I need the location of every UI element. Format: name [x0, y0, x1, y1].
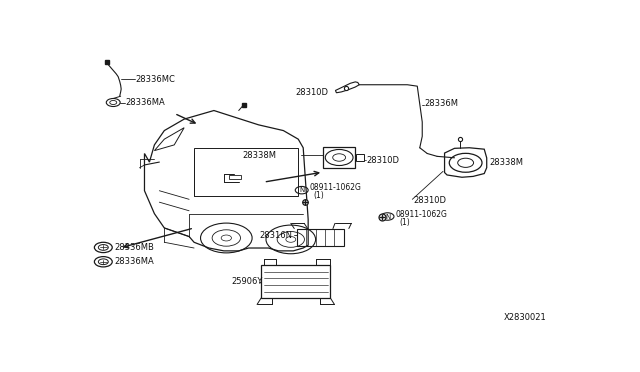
Text: (1): (1)	[399, 218, 410, 227]
Text: 28310D: 28310D	[366, 156, 399, 165]
Text: 28316N: 28316N	[260, 231, 292, 240]
Text: 28310D: 28310D	[413, 196, 446, 205]
Text: X2830021: X2830021	[504, 313, 547, 322]
Text: 28336MA: 28336MA	[115, 257, 154, 266]
Text: 08911-1062G: 08911-1062G	[310, 183, 362, 192]
Text: 28336MB: 28336MB	[115, 243, 155, 252]
Text: 28338M: 28338M	[489, 158, 524, 167]
Text: 28338M: 28338M	[242, 151, 276, 160]
Text: 28336MA: 28336MA	[125, 98, 165, 107]
Text: 28310D: 28310D	[295, 88, 328, 97]
Text: 08911-1062G: 08911-1062G	[396, 210, 447, 219]
Text: 28336MC: 28336MC	[135, 74, 175, 83]
Text: N: N	[299, 187, 305, 193]
Text: 25906Y: 25906Y	[231, 277, 262, 286]
Text: N: N	[385, 214, 390, 219]
Text: (1): (1)	[314, 191, 324, 201]
Text: 28336M: 28336M	[425, 99, 459, 108]
